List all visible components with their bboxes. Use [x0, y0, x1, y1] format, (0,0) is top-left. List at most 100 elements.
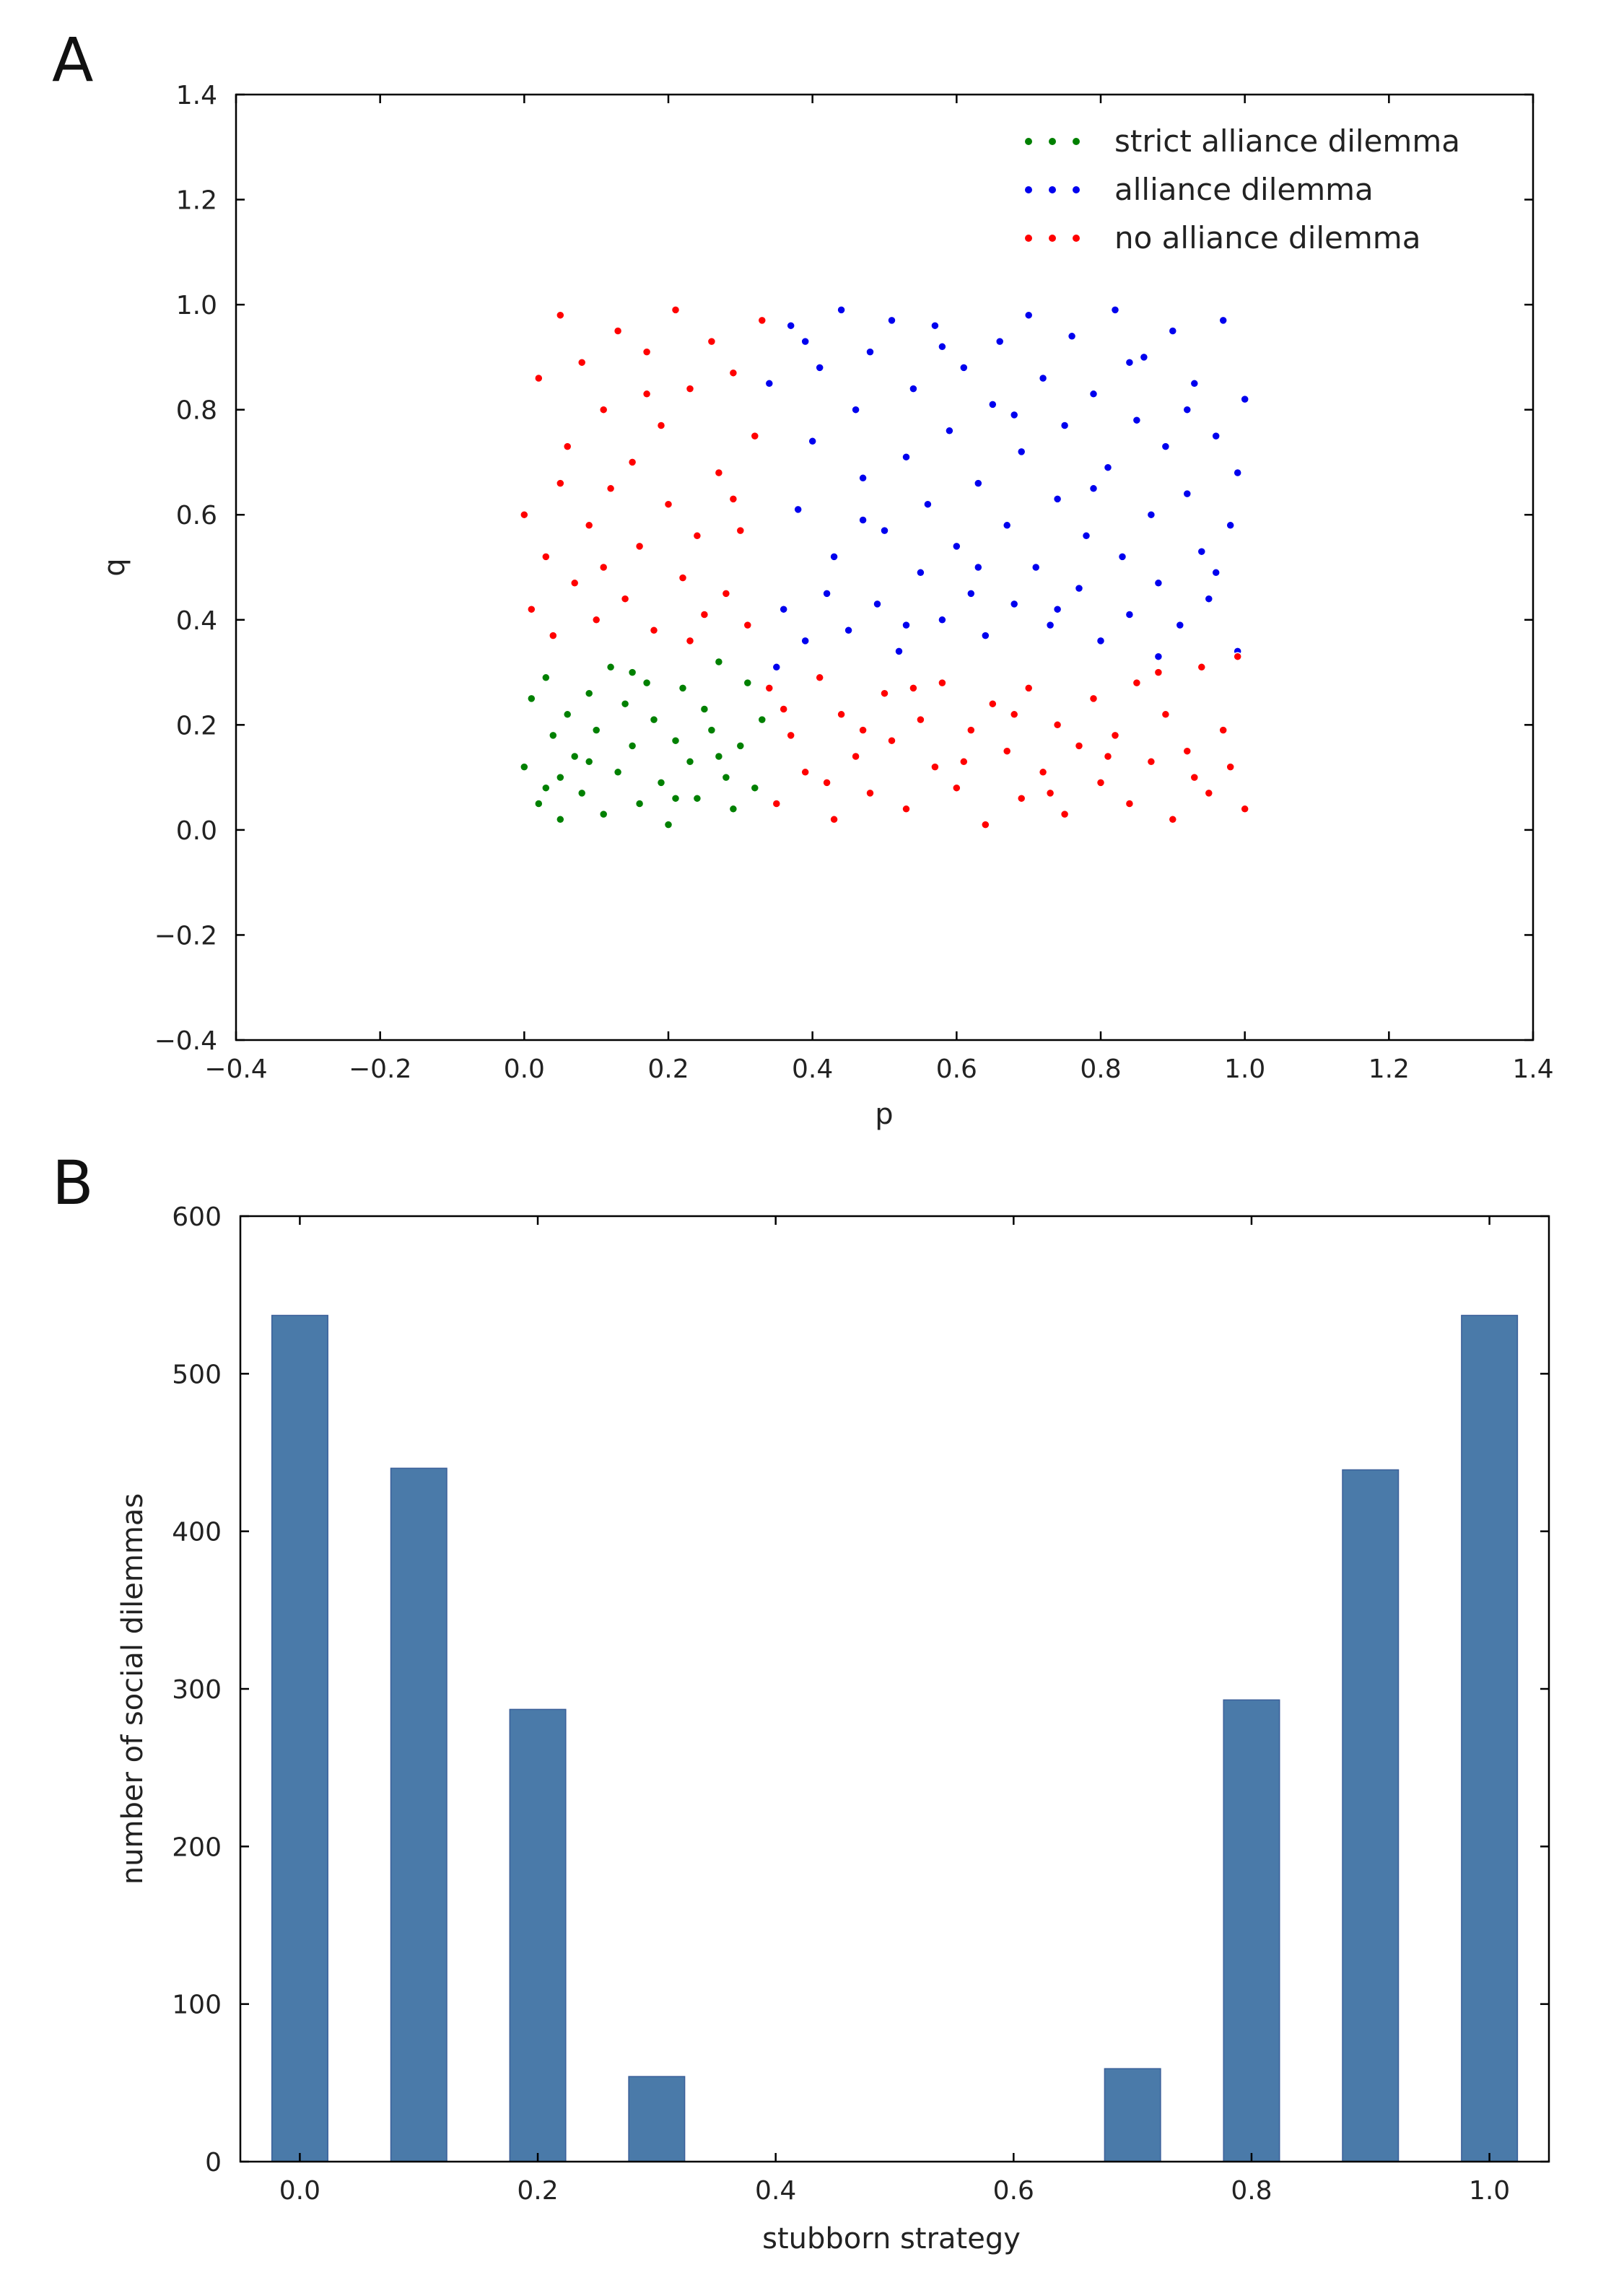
scatter-point [880, 525, 889, 536]
scatter-point [772, 663, 782, 672]
scatter-point [1161, 709, 1171, 720]
y-axis-label: q [98, 558, 131, 576]
scatter-point [663, 499, 673, 509]
scatter-point [627, 458, 637, 467]
scatter-point [894, 647, 904, 656]
x-tick-label: 0.4 [792, 1054, 833, 1084]
x-tick-label: 0.2 [647, 1054, 689, 1084]
scatter-point [714, 751, 724, 761]
scatter-point [642, 678, 652, 688]
y-tick-label: 1.2 [176, 186, 217, 216]
y-tick-label: 0.8 [176, 396, 217, 426]
bar [390, 1467, 448, 2162]
scatter-point [974, 562, 983, 572]
scatter-point [829, 552, 839, 562]
scatter-point [692, 531, 702, 541]
scatter-point [634, 799, 645, 808]
scatter-point [981, 820, 990, 829]
y-tick-label: 100 [172, 1991, 222, 2020]
scatter-point [627, 668, 637, 677]
scatter-point [1197, 546, 1207, 556]
legend-entry-alliance: alliance dilemma [1025, 172, 1374, 207]
x-tick-label: 1.4 [1512, 1054, 1553, 1084]
scatter-point [707, 336, 717, 346]
scatter-point [584, 689, 594, 698]
scatter-point [598, 562, 608, 572]
scatter-point [815, 363, 824, 372]
scatter-point [952, 541, 961, 551]
x-axis-label: stubborn strategy [762, 2222, 1021, 2255]
scatter-point [923, 499, 933, 509]
legend-label-no-alliance: no alliance dilemma [1114, 220, 1420, 255]
scatter-point [808, 437, 817, 446]
scatter-point [1132, 678, 1142, 688]
x-tick-label: 0.6 [993, 2176, 1034, 2206]
x-tick-label: 1.0 [1224, 1054, 1265, 1084]
scatter-point [757, 315, 767, 326]
scatter-point [1096, 778, 1106, 787]
bar [271, 1314, 328, 2162]
scatter-point [1045, 620, 1055, 630]
scatter-point [844, 626, 853, 635]
scatter-point [887, 735, 896, 746]
scatter-point [1052, 494, 1062, 504]
bar [1461, 1314, 1519, 2162]
scatter-point [692, 793, 702, 803]
scatter-point [598, 405, 608, 414]
scatter-point [945, 426, 954, 436]
scatter-point [1168, 326, 1178, 336]
x-axis-label: p [875, 1098, 893, 1131]
scatter-point [663, 820, 673, 829]
scatter-point [678, 573, 688, 582]
scatter-point [757, 715, 767, 725]
scatter-point [916, 715, 925, 725]
scatter-point [642, 347, 652, 357]
scatter-point [1009, 410, 1019, 420]
scatter-point [1002, 746, 1012, 756]
panel-b-bar-chart: B 0.0 0.2 0.4 0.6 0.8 1.00100200300400500600 … [52, 1148, 1550, 2255]
scatter-point [1052, 720, 1062, 730]
scatter-point [721, 772, 731, 782]
scatter-point [541, 673, 551, 683]
scatter-point [1060, 809, 1070, 819]
scatter-point [1175, 620, 1185, 630]
scatter-point [685, 636, 695, 646]
scatter-point [1189, 379, 1200, 388]
scatter-point [1088, 389, 1099, 399]
scatter-point [562, 709, 572, 720]
scatter-point [1240, 394, 1249, 404]
scatter-point [735, 525, 746, 536]
scatter-point [1146, 510, 1156, 520]
scatter-point [750, 431, 760, 441]
scatter-point [1002, 520, 1012, 530]
scatter-point [1088, 694, 1099, 704]
scatter-point [800, 636, 810, 646]
scatter-point [591, 615, 601, 625]
scatter-point [1074, 741, 1084, 751]
scatter-point [938, 615, 947, 625]
scatter-point [793, 505, 803, 515]
axis-ticks: −0.4 −0.2 0.0 0.2 0.4 0.6 0.8 1.0 1.2 1.4 −0.4 −0.2… [154, 81, 1554, 1084]
scatter-point [1096, 636, 1106, 646]
scatter-point [1038, 767, 1048, 777]
scatter-point [649, 715, 659, 725]
scatter-point [685, 757, 695, 766]
scatter-point [1125, 610, 1135, 619]
scatter-point [714, 657, 724, 667]
scatter-point [613, 767, 623, 777]
scatter-point [1218, 315, 1228, 326]
scatter-point [1125, 357, 1135, 367]
scatter-point [1038, 373, 1048, 383]
scatter-point [1110, 730, 1120, 741]
scatter-point [527, 694, 536, 704]
scatter-point [591, 725, 601, 735]
scatter-point [541, 552, 551, 562]
scatter-point [549, 730, 558, 741]
scatter-point [837, 305, 846, 315]
scatter-point [1153, 668, 1164, 677]
scatter-point [534, 799, 543, 808]
scatter-point [642, 389, 652, 399]
x-tick-label: 0.4 [755, 2176, 796, 2206]
scatter-point [822, 589, 831, 598]
scatter-point [750, 783, 760, 792]
